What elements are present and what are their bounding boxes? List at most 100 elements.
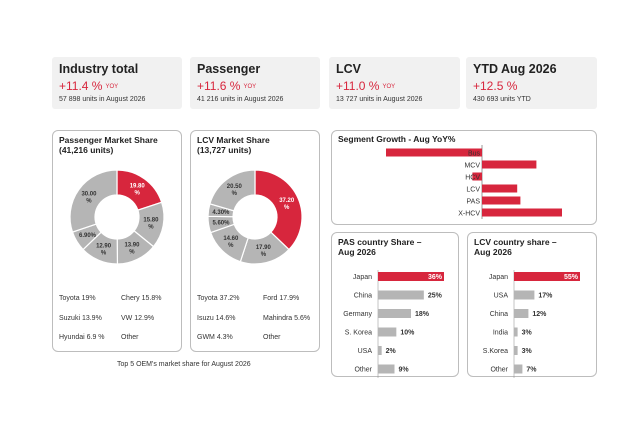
bar — [378, 327, 397, 337]
kpi-value-number: +12.5 % — [473, 79, 518, 93]
data-label: 2% — [386, 348, 397, 355]
bar — [386, 148, 482, 157]
tick-label: 0.00% — [475, 224, 489, 225]
tick-label: -30.00% — [377, 224, 396, 225]
bar — [378, 309, 411, 318]
kpi-value: +11.6 % YOY — [197, 79, 313, 93]
bar — [514, 309, 529, 318]
donut-slice — [254, 169, 303, 251]
category-label: S.Korea — [483, 348, 508, 355]
card-title-line2: Aug 2026 — [338, 247, 376, 257]
card-title-line2: (41,216 units) — [59, 145, 114, 155]
bar — [514, 364, 523, 374]
tick-label: 30.00% — [570, 224, 587, 225]
kpi-value: +11.0 % YOY — [336, 79, 453, 93]
legend-item: Ford 17.9% — [263, 295, 300, 302]
legend-item: VW 12.9% — [121, 315, 155, 322]
kpi-value-number: +11.0 % — [336, 79, 380, 93]
donut-slice — [69, 169, 118, 233]
category-label: S. Korea — [345, 330, 372, 337]
legend-item: Toyota 37.2% — [197, 295, 240, 302]
kpi-value-number: +11.6 % — [197, 79, 241, 93]
donut-slice-label: 20.50% — [227, 184, 243, 197]
category-label: Japan — [489, 274, 508, 281]
data-label: 36% — [428, 274, 443, 281]
bar — [482, 184, 518, 193]
segment-growth-chart: Bus MCV HCV LCV PAS X-HCV -40.00% -30.00% -20.00… — [345, 145, 587, 225]
data-label: 17% — [538, 293, 553, 300]
bar — [482, 196, 521, 205]
category-label: Japan — [353, 274, 372, 281]
donut-slice-label: 30.00% — [81, 191, 97, 204]
donut-slice-label: 14.60% — [223, 236, 239, 249]
tick-label: -40.00% — [345, 224, 364, 225]
bar — [378, 272, 444, 281]
category-label: USA — [494, 293, 509, 300]
pas-country-card: PAS country Share – Aug 2026 Japan 36% Chi… — [331, 232, 459, 378]
card-title: Segment Growth - Aug YoY% — [338, 134, 456, 144]
lcv-country-chart: Japan 55% USA 17% China 12% India 3% S.Korea 3% Ot… — [483, 270, 580, 378]
bar — [472, 172, 482, 181]
legend-item: Isuzu 14.6% — [197, 315, 236, 322]
kpi-title: YTD Aug 2026 — [473, 62, 557, 76]
donut-slice-label: 19.80% — [130, 184, 146, 197]
bar — [514, 346, 518, 355]
card-title: Passenger Market Share (41,216 units) — [59, 135, 158, 155]
kpi-subtitle: 57 898 units in August 2026 — [59, 96, 146, 103]
category-label: Other — [354, 367, 372, 374]
lcv-donut-chart: 37.20 % 17.90 % 14.60 % 5.60% 4.30% 20.50% — [207, 169, 303, 265]
category-label: China — [490, 311, 508, 318]
legend-item: GWM 4.3% — [197, 334, 233, 341]
data-label: 7% — [526, 367, 537, 374]
legend-item: Other — [121, 334, 139, 341]
pas-country-chart: Japan 36% China 25% Germany 18% S. Korea 10% USA… — [343, 270, 444, 378]
bar — [514, 290, 535, 300]
category-label: MCV — [464, 163, 480, 170]
donut-slice — [209, 169, 256, 212]
legend-item: Toyota 19% — [59, 295, 96, 302]
card-title: PAS country Share – Aug 2026 — [338, 237, 421, 257]
category-label: India — [493, 330, 508, 337]
donut-slice-label: 12.90% — [96, 243, 112, 256]
kpi-industry-total: Industry total +11.4 % YOY 57 898 units i… — [52, 57, 182, 109]
legend-item: Chery 15.8% — [121, 295, 162, 302]
bar — [482, 208, 562, 217]
data-label: 18% — [415, 311, 430, 318]
kpi-passenger: Passenger +11.6 % YOY 41 216 units in Aug… — [190, 57, 320, 109]
data-label: 12% — [532, 311, 547, 318]
donut-slice-label: 13.90% — [124, 243, 140, 256]
category-label: PAS — [467, 199, 481, 206]
donut-slice-label: 4.30% — [212, 210, 230, 216]
card-title-line1: LCV Market Share — [197, 135, 270, 145]
bar — [378, 290, 424, 300]
kpi-yoy: YOY — [243, 83, 257, 90]
category-label: USA — [358, 348, 373, 355]
segment-growth-card: Segment Growth - Aug YoY% Bus MCV HCV LCV PA… — [331, 130, 597, 225]
tick-label: -10.00% — [441, 224, 460, 225]
kpi-value-number: +11.4 % — [59, 79, 103, 93]
kpi-value: +12.5 % — [473, 79, 590, 93]
bar — [378, 364, 395, 374]
legend-item: Hyundai 6.9 % — [59, 334, 105, 341]
card-title-line1: LCV country share – — [474, 237, 557, 247]
kpi-title: Passenger — [197, 62, 261, 76]
kpi-subtitle: 41 216 units in August 2026 — [197, 96, 284, 103]
category-label: China — [354, 293, 372, 300]
bar — [482, 160, 537, 169]
data-label: 9% — [399, 367, 410, 374]
kpi-lcv: LCV +11.0 % YOY 13 727 units in August 20… — [329, 57, 460, 109]
tick-label: -20.00% — [409, 224, 428, 225]
kpi-ytd: YTD Aug 2026 +12.5 % 430 693 units YTD — [466, 57, 597, 109]
kpi-value: +11.4 % YOY — [59, 79, 175, 93]
kpi-subtitle: 430 693 units YTD — [473, 96, 531, 103]
bar — [514, 327, 518, 337]
donut-slice-label: 17.90% — [256, 245, 272, 258]
data-label: 10% — [400, 330, 415, 337]
card-title-line1: Passenger Market Share — [59, 135, 158, 145]
chart-caption: Top 5 OEM's market share for August 2026 — [117, 361, 251, 368]
data-label: 55% — [564, 274, 579, 281]
donut-slice-label: 37.20% — [279, 198, 295, 211]
bar — [514, 272, 580, 281]
category-label: LCV — [466, 187, 480, 194]
passenger-share-card: Passenger Market Share (41,216 units) 19… — [52, 130, 182, 352]
